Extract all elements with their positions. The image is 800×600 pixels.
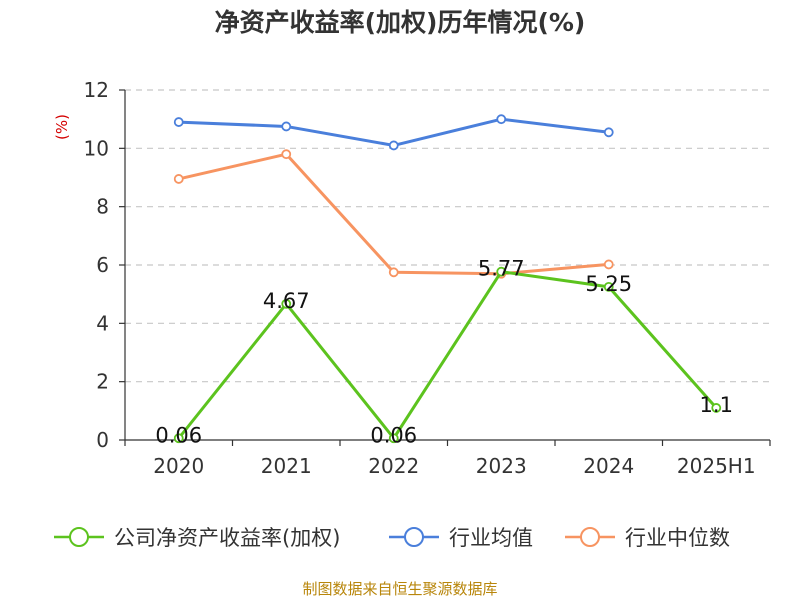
data-label: 4.67 bbox=[263, 289, 310, 313]
data-point bbox=[173, 174, 184, 184]
data-point bbox=[281, 298, 292, 309]
legend-marker bbox=[404, 527, 424, 547]
grid bbox=[125, 89, 770, 383]
data-label: 5.25 bbox=[585, 272, 632, 296]
x-tick-label: 2022 bbox=[368, 454, 419, 478]
data-point bbox=[281, 121, 292, 132]
data-point bbox=[388, 433, 399, 444]
data-labels: 0.06 4.67 0.06 5.77 5.25 1.1 bbox=[155, 257, 733, 448]
x-tick-label: 2021 bbox=[261, 454, 312, 478]
data-point bbox=[496, 114, 507, 125]
legend: 公司净资产收益率(加权) 行业均值 行业中位数 bbox=[54, 526, 730, 550]
data-label: 0.06 bbox=[370, 423, 417, 447]
series-line bbox=[177, 270, 718, 440]
data-point bbox=[603, 127, 614, 138]
data-point bbox=[496, 266, 507, 277]
data-point bbox=[173, 117, 184, 127]
x-tick-label: 2020 bbox=[153, 454, 204, 478]
data-point bbox=[603, 259, 614, 270]
data-point bbox=[281, 149, 292, 160]
x-tick-label: 2024 bbox=[583, 454, 634, 478]
axes: 0 2 4 6 8 10 12 2020 2021 2022 2023 2024 2025H1 bbox=[84, 78, 771, 478]
data-point bbox=[603, 281, 614, 292]
legend-marker bbox=[580, 527, 600, 547]
x-tick-label: 2025H1 bbox=[677, 454, 756, 478]
y-tick-label: 2 bbox=[96, 370, 109, 394]
data-point bbox=[173, 433, 184, 444]
data-point bbox=[388, 140, 399, 151]
data-label: 0.06 bbox=[155, 423, 202, 447]
legend-label: 行业中位数 bbox=[625, 526, 730, 550]
y-tick-label: 6 bbox=[96, 253, 109, 277]
y-tick-label: 4 bbox=[96, 311, 109, 335]
x-tick-label: 2023 bbox=[476, 454, 527, 478]
series-line bbox=[178, 152, 609, 276]
series bbox=[173, 114, 722, 444]
data-point bbox=[711, 403, 722, 413]
data-point bbox=[388, 267, 399, 278]
y-tick-label: 8 bbox=[96, 195, 109, 219]
data-label: 5.77 bbox=[478, 257, 525, 281]
y-tick-label: 10 bbox=[84, 136, 109, 160]
data-label: 1.1 bbox=[700, 393, 733, 417]
y-tick-label: 0 bbox=[96, 428, 109, 452]
y-tick-label: 12 bbox=[84, 78, 109, 102]
legend-marker bbox=[69, 527, 89, 547]
source-note: 制图数据来自恒生聚源数据库 bbox=[302, 580, 497, 598]
y-axis-unit: (%) bbox=[53, 114, 71, 140]
legend-label: 公司净资产收益率(加权) bbox=[114, 526, 340, 550]
legend-label: 行业均值 bbox=[449, 526, 533, 550]
chart-title: 净资产收益率(加权)历年情况(%) bbox=[215, 8, 586, 37]
